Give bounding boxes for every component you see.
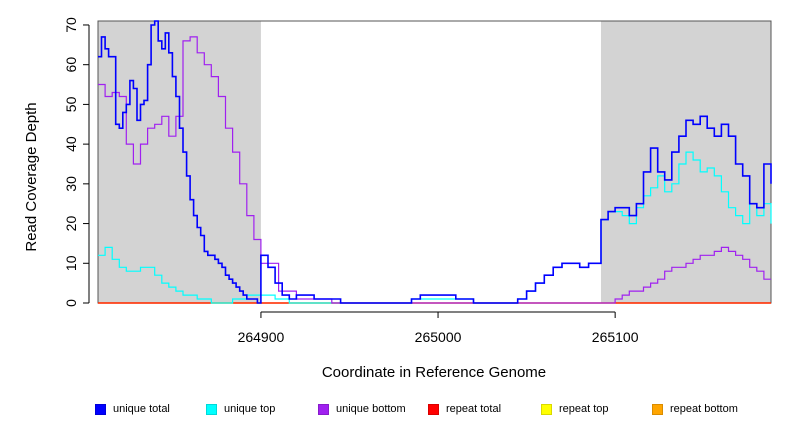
y-axis: 0 10 20 30 40 50 60 70 bbox=[63, 17, 90, 307]
coverage-chart: 0 10 20 30 40 50 60 70 264900 265000 265100 Read … bbox=[23, 17, 772, 381]
legend-item-repeat-top: repeat top bbox=[541, 402, 609, 416]
legend-swatch bbox=[428, 403, 439, 415]
legend-label: repeat bottom bbox=[670, 403, 738, 415]
shaded-regions bbox=[98, 21, 771, 303]
y-tick-label: 50 bbox=[63, 96, 79, 112]
y-tick-label: 70 bbox=[63, 17, 79, 33]
legend-swatch bbox=[541, 403, 552, 415]
legend-label: unique top bbox=[224, 403, 276, 415]
series-layer bbox=[98, 20, 772, 304]
y-tick-label: 30 bbox=[63, 176, 79, 192]
legend-swatch bbox=[318, 403, 329, 415]
legend-item-unique-bottom: unique bottom bbox=[318, 402, 406, 416]
legend-item-repeat-bottom: repeat bottom bbox=[652, 402, 738, 416]
y-tick-label: 0 bbox=[63, 299, 79, 307]
y-axis-label: Read Coverage Depth bbox=[23, 102, 40, 251]
x-tick-label: 265000 bbox=[415, 329, 462, 345]
x-tick-label: 264900 bbox=[238, 329, 285, 345]
x-axis-label: Coordinate in Reference Genome bbox=[322, 364, 546, 381]
legend-swatch bbox=[206, 403, 217, 415]
shaded-region-1 bbox=[98, 21, 261, 303]
y-tick-label: 40 bbox=[63, 136, 79, 152]
series-line-unique-total bbox=[98, 20, 772, 304]
legend-swatch bbox=[652, 403, 663, 415]
legend-label: unique bottom bbox=[336, 403, 406, 415]
legend-label: unique total bbox=[113, 403, 170, 415]
legend-swatch bbox=[95, 403, 106, 415]
legend: unique total unique top unique bottom repea… bbox=[0, 396, 792, 420]
legend-item-unique-top: unique top bbox=[206, 402, 275, 416]
legend-item-repeat-total: repeat total bbox=[428, 402, 501, 416]
legend-label: repeat total bbox=[446, 403, 502, 415]
y-tick-label: 20 bbox=[63, 216, 79, 232]
y-tick-label: 60 bbox=[63, 57, 79, 73]
legend-label: repeat top bbox=[559, 403, 609, 415]
legend-item-unique-total: unique total bbox=[95, 402, 170, 416]
x-tick-label: 265100 bbox=[592, 329, 639, 345]
y-tick-label: 10 bbox=[63, 255, 79, 271]
x-axis: 264900 265000 265100 bbox=[238, 311, 639, 345]
